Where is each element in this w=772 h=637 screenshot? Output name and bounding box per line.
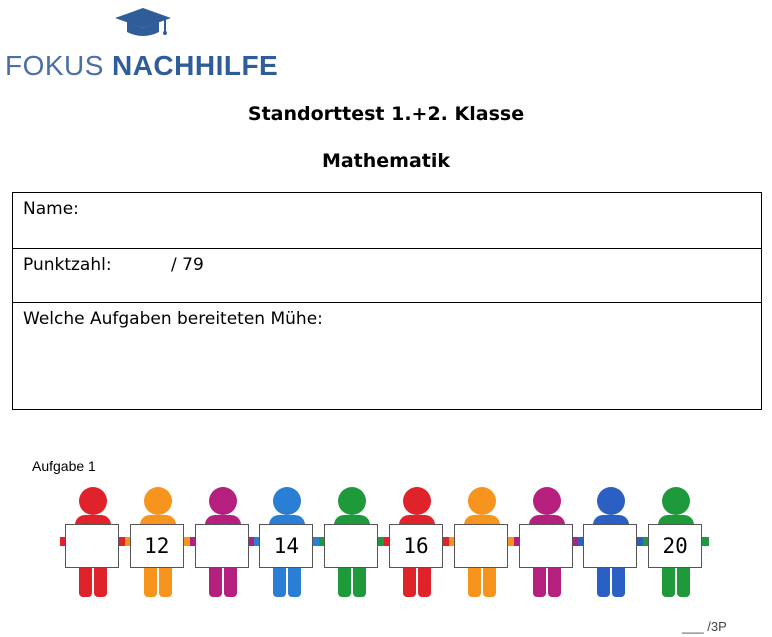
name-row[interactable]: Name:: [13, 193, 761, 249]
figure-leg: [288, 565, 302, 597]
figure-head: [273, 487, 302, 515]
difficulty-row[interactable]: Welche Aufgaben bereiteten Mühe:: [13, 303, 761, 409]
task-points: ___ /3P: [682, 619, 727, 634]
figure-hand: [578, 537, 586, 546]
score-max: / 79: [171, 255, 204, 275]
figure-head: [467, 487, 496, 515]
figure-hand: [384, 537, 391, 546]
subject-title: Mathematik: [321, 150, 451, 172]
figure-head: [143, 487, 172, 515]
number-card: 16: [389, 524, 443, 568]
figure-leg: [677, 565, 691, 597]
figure-person: 16: [384, 485, 450, 597]
figure-leg: [143, 565, 157, 597]
figure-head: [662, 487, 691, 515]
figure-person: 14: [254, 485, 321, 597]
figure-person: 12: [124, 485, 191, 597]
figure-person: [189, 485, 256, 597]
figure-leg: [547, 565, 561, 597]
figure-hand: [443, 537, 450, 546]
figure-leg: [532, 565, 546, 597]
figure-leg: [482, 565, 496, 597]
blank-number-card[interactable]: [65, 524, 119, 568]
blank-number-card[interactable]: [453, 524, 508, 568]
figure-person: 20: [643, 485, 710, 597]
figure-person: [513, 485, 580, 597]
blank-number-card[interactable]: [194, 524, 249, 568]
figure-hand: [702, 537, 710, 546]
figure-hand: [448, 537, 456, 546]
page-title: Standorttest 1.+2. Klasse: [247, 103, 525, 125]
figure-hand: [254, 537, 262, 546]
figure-hand: [189, 537, 197, 546]
figure-hand: [313, 537, 321, 546]
figure-leg: [158, 565, 172, 597]
figure-hand: [513, 537, 521, 546]
figure-hand: [378, 537, 386, 546]
number-card: 20: [648, 524, 703, 568]
logo-word-bold: NACHHILFE: [111, 50, 279, 81]
figure-leg: [208, 565, 222, 597]
figure-hand: [119, 537, 126, 546]
figure-hand: [319, 537, 327, 546]
figure-person: [319, 485, 386, 597]
number-sequence: 12 14 16 20: [0, 485, 772, 600]
figure-person: [60, 485, 126, 597]
info-table: Name: Punktzahl: / 79 Welche Aufgaben be…: [12, 192, 762, 410]
figure-person: [448, 485, 515, 597]
logo: FOKUS NACHHILFE: [0, 0, 300, 85]
figure-person: [578, 485, 645, 597]
blank-number-card[interactable]: [518, 524, 573, 568]
figure-hand: [183, 537, 191, 546]
figure-head: [403, 487, 431, 515]
figure-leg: [403, 565, 416, 597]
figure-leg: [79, 565, 92, 597]
figure-hand: [507, 537, 515, 546]
figure-hand: [248, 537, 256, 546]
figure-leg: [273, 565, 287, 597]
blank-number-card[interactable]: [324, 524, 379, 568]
figure-hand: [643, 537, 651, 546]
figure-hand: [60, 537, 67, 546]
figure-leg: [612, 565, 626, 597]
figure-head: [597, 487, 626, 515]
difficulty-label: Welche Aufgaben bereiteten Mühe:: [23, 309, 323, 329]
figure-leg: [597, 565, 611, 597]
score-row[interactable]: Punktzahl: / 79: [13, 249, 761, 303]
figure-head: [532, 487, 561, 515]
figure-leg: [353, 565, 367, 597]
figure-head: [208, 487, 237, 515]
score-label: Punktzahl:: [23, 255, 112, 275]
figure-leg: [467, 565, 481, 597]
figure-leg: [662, 565, 676, 597]
logo-wordmark: FOKUS NACHHILFE: [5, 50, 278, 82]
figure-leg: [418, 565, 431, 597]
number-card: 14: [259, 524, 314, 568]
figure-leg: [94, 565, 107, 597]
figure-hand: [124, 537, 132, 546]
figure-head: [338, 487, 367, 515]
task-label: Aufgabe 1: [32, 458, 96, 474]
figure-hand: [637, 537, 645, 546]
name-label: Name:: [23, 199, 79, 219]
graduation-cap-icon: [115, 8, 171, 36]
blank-number-card[interactable]: [583, 524, 638, 568]
figure-head: [79, 487, 107, 515]
number-card: 12: [129, 524, 184, 568]
figure-leg: [223, 565, 237, 597]
figure-hand: [572, 537, 580, 546]
figure-leg: [338, 565, 352, 597]
logo-word-light: FOKUS: [5, 50, 104, 81]
